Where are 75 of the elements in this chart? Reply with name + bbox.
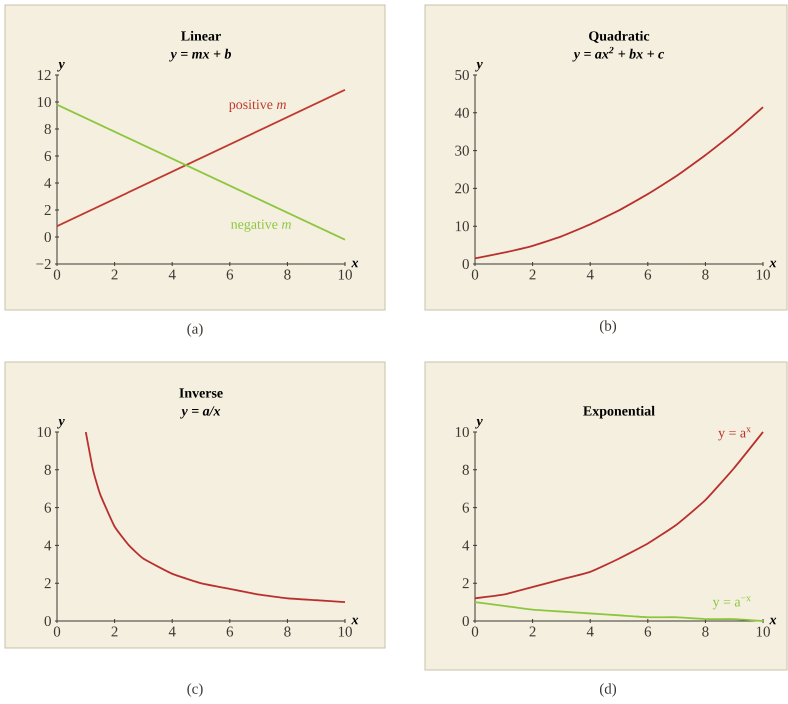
x-tick-label: 6 <box>644 270 652 280</box>
text: (a) <box>187 323 203 337</box>
y-axis-title: y <box>57 419 65 428</box>
y-tick-label: 4 <box>462 540 470 550</box>
series-label: positive m <box>228 100 286 112</box>
chart-title: Inverse <box>179 388 223 398</box>
line-series <box>84 431 346 603</box>
x-tick-label: 10 <box>338 626 352 637</box>
y-tick-label: 20 <box>455 183 469 194</box>
chart-title: Linear <box>181 30 221 41</box>
x-tick-label: 0 <box>54 270 60 280</box>
y-tick-label: 8 <box>44 464 51 475</box>
x-axis-title: x <box>769 618 776 624</box>
x-tick-label: 10 <box>756 626 770 637</box>
text: (c) <box>187 683 203 697</box>
x-tick-label: 10 <box>756 270 770 280</box>
x-tick-label: 6 <box>226 626 234 637</box>
y-tick-label: 12 <box>38 70 51 80</box>
y-tick-label: 4 <box>44 178 52 188</box>
y-tick-label: 10 <box>456 221 469 232</box>
y-tick-label: 10 <box>456 426 469 438</box>
y-tick-label: 10 <box>38 426 51 438</box>
x-tick-label: 0 <box>472 626 478 637</box>
chart-subtitle: y = ax$^{2}$ + bx + c <box>572 46 664 62</box>
series-label: y = a$^{x}$ <box>718 428 751 440</box>
chart-subtitle: y = mx + b <box>169 48 232 62</box>
y-tick-label: 6 <box>462 502 470 513</box>
y-tick-label: −2 <box>36 259 51 269</box>
x-tick-label: 6 <box>644 626 652 637</box>
series-label: negative m <box>230 220 291 232</box>
x-tick-label: 6 <box>226 270 234 280</box>
x-tick-label: 8 <box>284 270 291 280</box>
x-tick-label: 10 <box>338 270 352 280</box>
line-series <box>474 106 764 260</box>
text: (b) <box>600 320 616 334</box>
y-tick-label: 6 <box>44 502 52 513</box>
y-tick-label: 2 <box>44 578 51 588</box>
y-axis-title: y <box>475 419 483 428</box>
x-tick-label: 4 <box>586 626 594 636</box>
x-axis-title: x <box>351 618 358 624</box>
y-axis-title: y <box>475 62 483 72</box>
x-tick-label: 2 <box>112 626 118 636</box>
y-axis-title: y <box>57 62 65 72</box>
x-tick-label: 2 <box>530 626 536 636</box>
x-tick-label: 8 <box>702 270 709 280</box>
y-tick-label: 0 <box>44 616 51 626</box>
x-tick-label: 8 <box>284 626 291 637</box>
x-tick-label: 8 <box>702 626 709 637</box>
x-axis-title: x <box>351 260 358 268</box>
y-tick-label: 6 <box>44 150 52 162</box>
y-tick-label: 0 <box>462 258 469 270</box>
y-tick-label: 0 <box>44 232 51 242</box>
x-tick-label: 0 <box>54 626 60 637</box>
x-tick-label: 4 <box>168 626 176 636</box>
x-tick-label: 2 <box>530 270 536 280</box>
y-tick-label: 50 <box>455 70 469 80</box>
y-tick-label: 0 <box>462 616 469 626</box>
x-axis-title: x <box>769 260 776 268</box>
y-tick-label: 2 <box>462 578 469 588</box>
y-tick-label: 2 <box>44 205 51 215</box>
x-tick-label: 4 <box>586 270 594 280</box>
chart-subtitle: y = a/x <box>180 406 220 419</box>
series-label: y = a$^{−x}$ <box>712 596 751 610</box>
y-tick-label: 40 <box>454 108 469 118</box>
y-tick-label: 10 <box>38 96 51 108</box>
chart-title: Exponential <box>583 406 655 418</box>
y-tick-label: 4 <box>44 540 52 550</box>
chart-title: Quadratic <box>589 30 650 43</box>
y-tick-label: 8 <box>462 464 469 475</box>
x-tick-label: 0 <box>472 270 478 280</box>
x-tick-label: 4 <box>168 270 176 280</box>
y-tick-label: 30 <box>455 146 469 156</box>
y-tick-label: 8 <box>44 124 51 134</box>
text: (d) <box>600 683 616 697</box>
x-tick-label: 2 <box>112 270 118 280</box>
